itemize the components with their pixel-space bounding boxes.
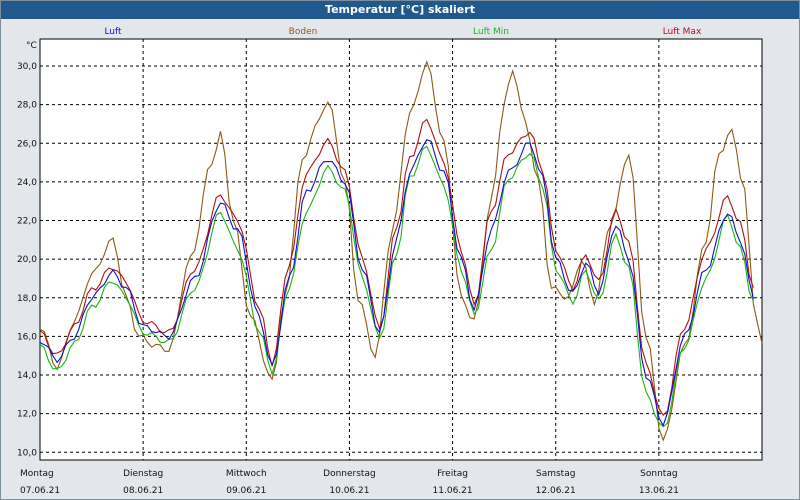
series-line-luftmax — [39, 118, 754, 416]
x-tick-date: 13.06.21 — [639, 486, 679, 496]
y-tick-label: 14,0 — [17, 371, 37, 381]
y-tick-label: 18,0 — [17, 294, 37, 304]
x-tick-weekday: Dienstag — [123, 469, 163, 479]
legend-item-luftmax: Luft Max — [663, 27, 702, 37]
y-tick-label: 22,0 — [17, 217, 37, 227]
series-line-luftmin — [39, 145, 754, 428]
series-line-boden — [39, 60, 763, 442]
y-axis-label: °C — [26, 41, 37, 51]
x-tick-weekday: Montag — [20, 469, 54, 479]
y-tick-label: 30,0 — [17, 62, 37, 72]
x-tick-weekday: Samstag — [536, 469, 575, 479]
chart-title: Temperatur [°C] skaliert — [1, 1, 799, 19]
legend-item-luft: Luft — [104, 27, 122, 37]
legend-item-boden: Boden — [289, 27, 318, 37]
x-tick-date: 12.06.21 — [536, 486, 576, 496]
plot-area — [39, 38, 763, 461]
x-tick-date: 09.06.21 — [226, 486, 266, 496]
legend-item-luftmin: Luft Min — [473, 27, 509, 37]
series-line-luft — [39, 139, 754, 427]
series-lines — [39, 60, 763, 442]
x-tick-date: 10.06.21 — [329, 486, 369, 496]
x-tick-date: 08.06.21 — [123, 486, 163, 496]
x-tick-weekday: Donnerstag — [323, 469, 376, 479]
x-tick-date: 11.06.21 — [433, 486, 473, 496]
y-tick-label: 16,0 — [17, 332, 37, 342]
axes: 10,0 12,0 14,0 16,0 18,0 20,0 22,0 24,0 26,0 28,0… — [17, 62, 679, 496]
x-tick-weekday: Mittwoch — [226, 469, 267, 479]
grid — [40, 39, 762, 460]
y-tick-label: 24,0 — [17, 178, 37, 188]
y-tick-label: 28,0 — [17, 101, 37, 111]
y-tick-label: 20,0 — [17, 255, 37, 265]
x-tick-weekday: Freitag — [437, 469, 468, 479]
legend: Luft Boden Luft Min Luft Max — [104, 27, 702, 37]
y-tick-label: 10,0 — [17, 448, 37, 458]
x-tick-date: 07.06.21 — [20, 486, 60, 496]
y-tick-label: 12,0 — [17, 410, 37, 420]
x-tick-weekday: Sonntag — [640, 469, 677, 479]
y-tick-label: 26,0 — [17, 139, 37, 149]
